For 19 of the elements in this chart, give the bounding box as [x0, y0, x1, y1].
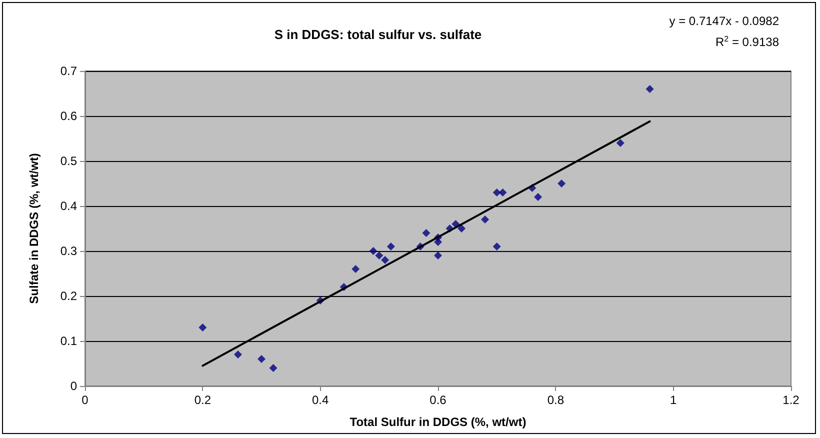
x-tick-label: 0.8	[547, 393, 564, 407]
x-tick-label: 0	[82, 393, 89, 407]
y-tick-label: 0.6	[60, 109, 78, 123]
x-tick-label: 0.6	[430, 393, 447, 407]
x-tick-label: 0.4	[312, 393, 329, 407]
x-tick-label: 0.2	[194, 393, 212, 407]
y-tick-label: 0.5	[60, 154, 78, 168]
x-tick-label: 1	[670, 393, 677, 407]
chart-title: S in DDGS: total sulfur vs. sulfate	[274, 27, 482, 42]
x-axis-title: Total Sulfur in DDGS (%, wt/wt)	[350, 415, 526, 429]
text: y = 0.7147x - 0.0982	[669, 14, 780, 28]
y-tick-label: 0.2	[60, 289, 78, 303]
y-tick-label: 0.1	[60, 334, 78, 348]
y-tick-label: 0	[70, 379, 78, 393]
y-tick-label: 0.3	[60, 244, 78, 258]
x-tick-label: 1.2	[782, 393, 800, 407]
y-axis-title: Sulfate in DDGS (%, wt/wt)	[27, 153, 41, 304]
y-tick-label: 0.4	[60, 199, 78, 213]
y-tick-label: 0.7	[60, 64, 78, 78]
